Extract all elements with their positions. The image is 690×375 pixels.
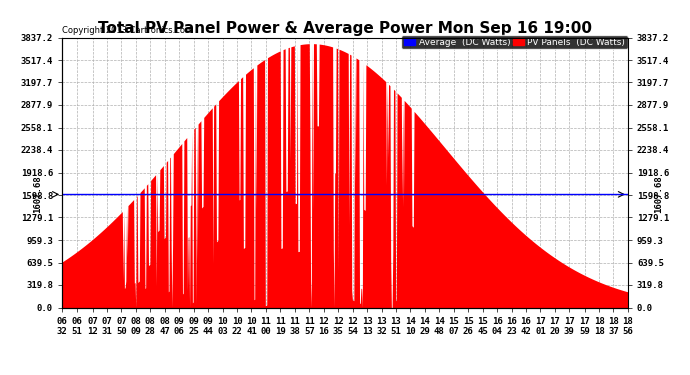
Text: Copyright 2013 Cartronics.com: Copyright 2013 Cartronics.com — [62, 26, 193, 35]
Text: 1607.68: 1607.68 — [33, 176, 43, 213]
Title: Total PV Panel Power & Average Power Mon Sep 16 19:00: Total PV Panel Power & Average Power Mon… — [98, 21, 592, 36]
Legend: Average  (DC Watts), PV Panels  (DC Watts): Average (DC Watts), PV Panels (DC Watts) — [402, 35, 628, 49]
Text: 1607.68: 1607.68 — [654, 176, 664, 213]
